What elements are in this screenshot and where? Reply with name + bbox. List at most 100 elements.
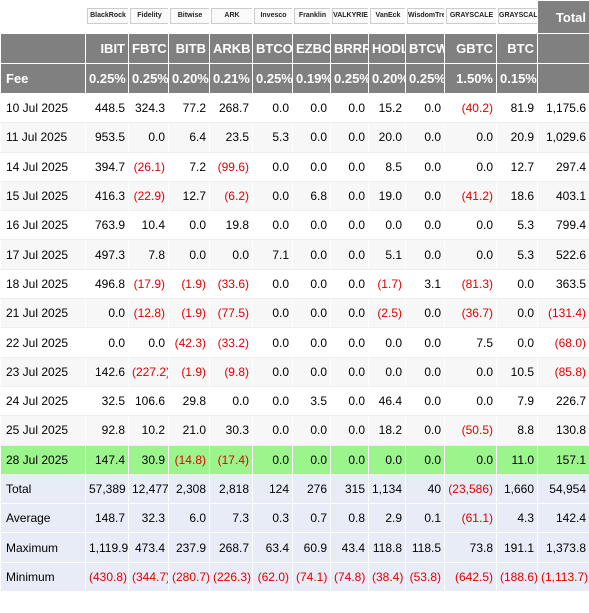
flow-value: 23.5 (209, 122, 253, 153)
flow-value: 77.2 (168, 92, 210, 124)
flow-value: 0.0 (405, 210, 445, 241)
flow-value: (38.4) (368, 561, 406, 593)
flow-value: 7.5 (444, 327, 497, 358)
day-row: 25 Jul 2025 92.8 10.2 21.0 30.3 0.0 0.0 0.0 18.2… (0, 415, 589, 446)
flow-value: 106.6 (128, 385, 169, 417)
flow-value: 57,389 (85, 473, 129, 505)
flow-value: (12.8) (128, 298, 169, 329)
day-row: 28 Jul 2025 147.4 30.9 (14.8) (17.4) 0.0 0.0 0.… (0, 444, 589, 475)
flow-value: 142.4 (537, 503, 589, 534)
day-row: 24 Jul 2025 32.5 106.6 29.8 0.0 0.0 3.5 0.0 46.4… (0, 385, 589, 417)
flow-value: 0.0 (405, 385, 445, 417)
logo-cell: ARK (209, 0, 253, 34)
flow-value: 157.1 (537, 444, 589, 475)
flow-value: 0.0 (85, 298, 129, 329)
flow-value: 32.3 (128, 503, 169, 534)
fee-value: 0.25% (405, 63, 445, 94)
flow-value: 0.0 (405, 444, 445, 475)
flow-value: 0.0 (252, 444, 293, 475)
flow-value: 237.9 (168, 532, 210, 563)
flow-value: 0.0 (405, 180, 445, 212)
ticker: BTCW (405, 33, 445, 64)
fee-value: 0.25% (252, 63, 293, 94)
flow-value: (6.2) (209, 180, 253, 212)
flow-value: (50.5) (444, 415, 497, 446)
daily-rows: 10 Jul 2025 448.5 324.3 77.2 268.7 0.0 0.0 0.0 1… (0, 92, 589, 475)
flow-value: 5.1 (368, 239, 406, 270)
flow-value: 1,029.6 (537, 122, 589, 153)
logo-cell: BlackRock (85, 0, 129, 34)
flow-value: (74.1) (292, 561, 331, 593)
flow-value: (344.7) (128, 561, 169, 593)
flow-value: 15.2 (368, 92, 406, 124)
issuer-logo: VALKYRIE (332, 7, 368, 24)
flow-value: 18.2 (368, 415, 406, 446)
flow-value: 0.0 (292, 151, 331, 182)
flow-value: 0.0 (496, 268, 538, 300)
fee-value: 0.25% (330, 63, 369, 94)
flow-value: 5.3 (496, 210, 538, 241)
flow-value: (430.8) (85, 561, 129, 593)
flow-value: 0.0 (252, 327, 293, 358)
flow-value: 0.0 (330, 122, 369, 153)
flow-value: 7.2 (168, 151, 210, 182)
issuer-logo: Bitwise (170, 7, 209, 24)
flow-value: 1,119.9 (85, 532, 129, 563)
logo-cell: GRAYSCALE (444, 0, 497, 34)
flow-value: 953.5 (85, 122, 129, 153)
flow-value: 12,477 (128, 473, 169, 505)
logo-cell: Invesco (252, 0, 293, 34)
flow-value: 0.0 (330, 327, 369, 358)
flow-value: 10.5 (496, 356, 538, 387)
flow-value: (81.3) (444, 268, 497, 300)
ticker: BITB (168, 33, 210, 64)
day-row: 22 Jul 2025 0.0 0.0 (42.3) (33.2) 0.0 0.0 0.0 0.… (0, 327, 589, 358)
flow-value: (62.0) (252, 561, 293, 593)
flow-value: 0.0 (496, 327, 538, 358)
empty-cell (537, 33, 589, 64)
flow-value: 0.0 (330, 298, 369, 329)
flow-value: (17.9) (128, 268, 169, 300)
logo-cell: Fidelity (128, 0, 169, 34)
fee-value: 0.20% (368, 63, 406, 94)
row-label: Total (0, 473, 86, 505)
day-row: 11 Jul 2025 953.5 0.0 6.4 23.5 5.3 0.0 0.0 20.0 0… (0, 122, 589, 153)
flow-value: 0.0 (292, 356, 331, 387)
fee-value: 1.50% (444, 63, 497, 94)
flow-value: (9.8) (209, 356, 253, 387)
ticker: ARKB (209, 33, 253, 64)
flow-value: 12.7 (168, 180, 210, 212)
flow-value: 8.8 (496, 415, 538, 446)
flow-value: 324.3 (128, 92, 169, 124)
flow-value: (33.6) (209, 268, 253, 300)
summary-row: Maximum 1,119.9 473.4 237.9 268.7 63.4 60.9 43.… (0, 532, 589, 563)
issuer-logo: ARK (211, 7, 252, 24)
flow-value: (23,586) (444, 473, 497, 505)
flow-value: (17.4) (209, 444, 253, 475)
flow-value: 63.4 (252, 532, 293, 563)
ticker: EZBC (292, 33, 331, 64)
flow-value: 8.5 (368, 151, 406, 182)
flow-value: 0.0 (292, 327, 331, 358)
flow-value: 0.0 (405, 327, 445, 358)
flow-value: 0.0 (330, 444, 369, 475)
ticker: HODL (368, 33, 406, 64)
row-label: 22 Jul 2025 (0, 327, 86, 358)
flow-value: 763.9 (85, 210, 129, 241)
summary-row: Minimum (430.8) (344.7) (280.7) (226.3) (62.0… (0, 561, 589, 593)
logo-cell: Bitwise (168, 0, 210, 34)
flow-value: 403.1 (537, 180, 589, 212)
flow-value: 0.0 (330, 180, 369, 212)
flow-value: 10.2 (128, 415, 169, 446)
logo-cell: Franklin (292, 0, 331, 34)
flow-value: 268.7 (209, 92, 253, 124)
flow-value: 0.0 (368, 444, 406, 475)
flow-value: 0.0 (444, 444, 497, 475)
row-label: 25 Jul 2025 (0, 415, 86, 446)
flow-value: 0.0 (330, 415, 369, 446)
flow-value: 2,308 (168, 473, 210, 505)
flow-value: 191.1 (496, 532, 538, 563)
logo-cell: WisdomTree (405, 0, 445, 34)
flow-value: (131.4) (537, 298, 589, 329)
flow-value: 448.5 (85, 92, 129, 124)
